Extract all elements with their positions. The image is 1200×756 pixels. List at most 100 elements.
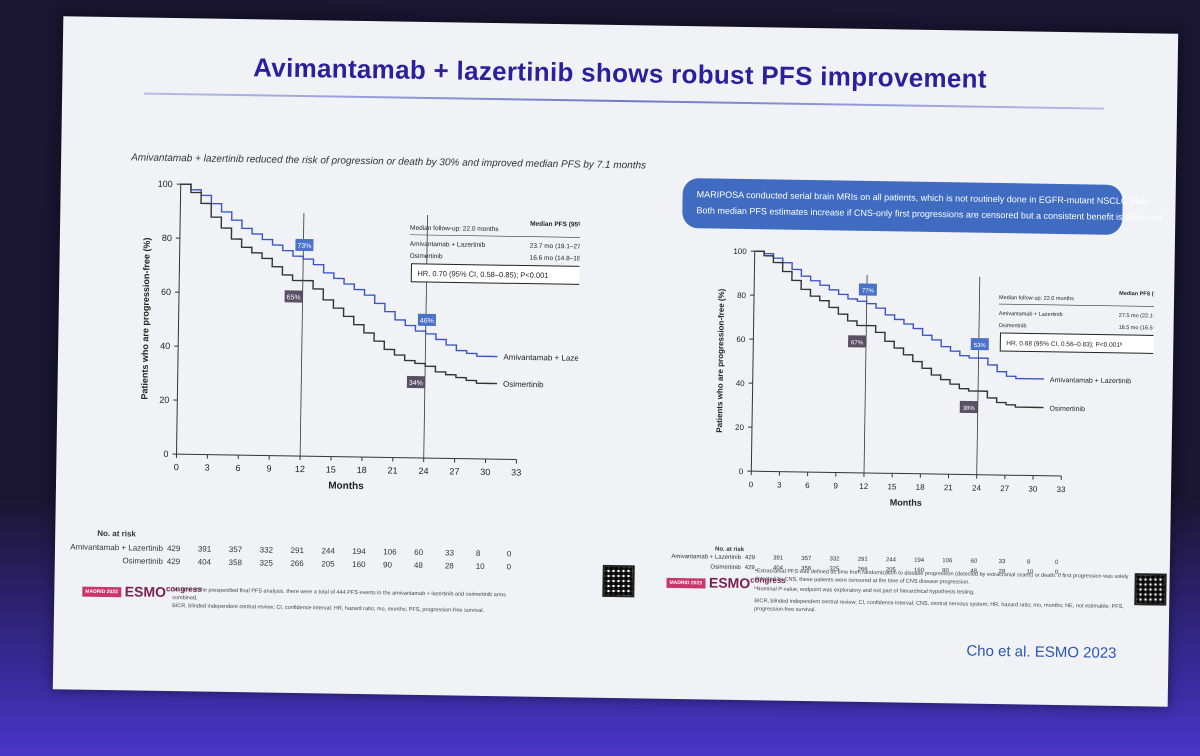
risk-cell: 391 [773, 555, 784, 562]
x-axis-label: Months [890, 497, 922, 508]
y-tick-label: 80 [737, 291, 747, 300]
y-tick-label: 0 [739, 467, 744, 476]
risk-cell: 357 [801, 555, 812, 563]
legend-name: Amivantamab + Lazertinib [410, 241, 486, 249]
risk-row-name: Amivantamab + Lazertinib [70, 542, 164, 553]
left-esmo-city: MADRID 2023 [82, 586, 121, 598]
legend-name: Osimertinib [999, 323, 1027, 329]
median-header: Median PFS (95% CI) [530, 221, 581, 229]
x-tick-label: 33 [1057, 485, 1067, 494]
risk-cell: 391 [197, 544, 212, 554]
y-tick-label: 60 [736, 335, 746, 344]
series-label: Osimertinib [1049, 406, 1085, 414]
risk-cell: 194 [914, 557, 925, 564]
risk-cell: 0 [506, 549, 512, 559]
y-tick-label: 0 [163, 449, 168, 459]
presentation-slide: Avimantamab + lazertinib shows robust PF… [52, 16, 1179, 707]
x-axis [751, 470, 1062, 477]
series-label: Osimertinib [503, 380, 544, 390]
left-esmo-label: ESMO [124, 583, 167, 600]
risk-cell: 28 [444, 561, 454, 571]
landmark-line [299, 213, 305, 457]
right-risk-table: Amivantamab + Lazertinib 429 391 357 332 291 2… [63, 16, 1178, 576]
legend-median: 23.7 mo (19.1–27.7) [530, 243, 581, 251]
x-tick-label: 6 [236, 463, 241, 473]
landmark-line [423, 215, 428, 459]
right-qr-code [1134, 573, 1167, 606]
legend-name: Amivantamab + Lazertinib [999, 311, 1063, 318]
x-tick-label: 0 [749, 480, 754, 489]
mariposa-callout: MARIPOSA conducted serial brain MRIs on … [682, 178, 1162, 235]
left-km-chart: 0 3 6 9 12 15 18 21 24 27 30 33 0 20 40 60 80 100 Months Pa… [139, 179, 581, 493]
right-esmo-label: ESMO [708, 574, 751, 592]
risk-cell: 106 [942, 558, 953, 565]
risk-cell: 429 [744, 555, 755, 562]
y-tick-label: 40 [736, 379, 746, 388]
risk-cell: 429 [166, 543, 181, 554]
hr-text: HR, 0.70 (95% CI, 0.58–0.85); P<0.001 [417, 269, 548, 280]
risk-row-name: Amivantamab + Lazertinib [671, 553, 741, 561]
left-qr-code [602, 564, 635, 598]
risk-cell: 10 [475, 561, 485, 571]
x-tick-label: 33 [511, 467, 521, 477]
ami-laz-curve [754, 250, 1045, 380]
risk-cell: 429 [166, 556, 181, 567]
left-risk-table: Amivantamab + Lazertinib 429 391 357 332 291 2… [63, 16, 1178, 571]
risk-cell: 404 [197, 557, 212, 567]
table-rule [409, 234, 581, 238]
annotation-box [295, 238, 314, 252]
x-tick-label: 18 [357, 465, 367, 475]
x-tick-label: 18 [916, 483, 926, 492]
y-tick-label: 100 [733, 247, 747, 256]
risk-cell: 90 [383, 560, 393, 570]
annotation-label: 67% [851, 340, 864, 346]
osimertinib-curve [754, 250, 1044, 409]
risk-cell: 60 [414, 547, 424, 558]
y-tick-label: 40 [160, 341, 170, 351]
x-axis-label: Months [328, 481, 364, 493]
x-tick-label: 24 [972, 484, 982, 493]
risk-cell: 8 [475, 548, 481, 558]
legend-name: Osimertinib [410, 253, 443, 261]
legend-median: 18.5 mo (16.5–20.3) [1119, 325, 1155, 332]
risk-cell: 266 [290, 558, 304, 569]
risk-cell: 291 [290, 545, 305, 556]
annotation-label: 73% [297, 243, 311, 250]
x-tick-label: 12 [295, 464, 305, 474]
risk-cell: 332 [829, 556, 840, 563]
risk-cell: 0 [506, 562, 512, 572]
risk-cell: 106 [383, 547, 397, 557]
x-tick-label: 0 [174, 462, 179, 472]
series-label: Amivantamab + Lazertinib [1050, 377, 1131, 385]
legend-median: 16.6 mo (14.8–18.5) [530, 255, 581, 263]
x-tick-label: 6 [805, 481, 810, 490]
annotation-box [970, 337, 989, 351]
y-tick-label: 100 [158, 179, 173, 189]
annotation-box [858, 283, 877, 296]
title-underline [144, 92, 1105, 110]
x-tick-label: 30 [480, 467, 490, 477]
annotation-box [284, 290, 303, 303]
annotation-label: 46% [420, 318, 434, 325]
x-tick-label: 15 [887, 482, 897, 491]
y-axis-label: Patients who are progression-free (%) [139, 238, 152, 400]
risk-cell: 0 [1055, 559, 1059, 566]
risk-cell: 33 [998, 559, 1006, 566]
risk-cell: 60 [970, 558, 978, 565]
x-tick-label: 9 [266, 464, 271, 474]
risk-row-name: Osimertinib [710, 564, 741, 571]
risk-cell: 429 [744, 565, 755, 572]
risk-cell: 291 [857, 556, 868, 563]
y-tick-label: 20 [735, 423, 745, 432]
ami-laz-curve [180, 183, 498, 358]
risk-cell: 48 [413, 560, 423, 570]
risk-cell: 244 [321, 546, 335, 556]
slide-title: Avimantamab + lazertinib shows robust PF… [252, 52, 988, 94]
x-tick-label: 27 [449, 466, 459, 476]
annotation-label: 77% [862, 288, 875, 294]
annotation-label: 65% [287, 294, 301, 301]
right-esmo-city: MADRID 2023 [666, 578, 706, 589]
annotation-box [417, 313, 436, 326]
y-axis-label: Patients who are progression-free (%) [715, 288, 726, 432]
citation: Cho et al. ESMO 2023 [966, 642, 1117, 662]
